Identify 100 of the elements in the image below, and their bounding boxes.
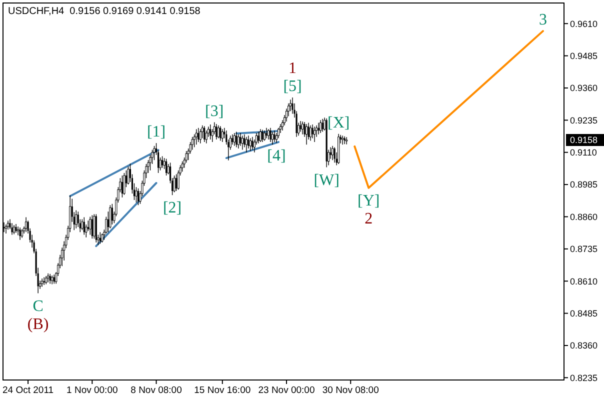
- candlestick: [221, 128, 224, 142]
- candlestick: [236, 131, 238, 148]
- candlestick: [95, 214, 97, 243]
- annotation: [1]: [146, 124, 166, 141]
- candlestick: [314, 126, 316, 142]
- annotation: [3]: [205, 102, 224, 120]
- y-tick-label: 0.9485: [570, 50, 598, 61]
- candlestick: [93, 214, 96, 239]
- candlestick: [210, 124, 212, 140]
- candlestick: [262, 129, 264, 142]
- candlestick: [245, 136, 248, 153]
- candlestick: [161, 156, 164, 168]
- candlestick: [332, 146, 334, 160]
- candlestick: [195, 128, 198, 145]
- x-tick-label: 23 Nov 00:00: [258, 385, 315, 396]
- chart-title: USDCHF,H4 0.9156 0.9169 0.9141 0.9158: [8, 6, 201, 17]
- x-tick-label: 1 Nov 00:00: [66, 385, 118, 396]
- candlestick: [6, 220, 10, 230]
- candlestick: [263, 130, 266, 142]
- candlestick: [101, 233, 104, 243]
- candlestick: [165, 158, 168, 176]
- candlestick: [43, 276, 45, 286]
- candlestick: [240, 132, 242, 146]
- y-tick-label: 0.8735: [570, 244, 598, 254]
- candlestick: [198, 128, 200, 142]
- annotation: [2]: [162, 200, 182, 217]
- candlestick: [258, 131, 260, 144]
- candlestick: [205, 130, 208, 144]
- candlestick: [266, 128, 268, 139]
- candlestick: [111, 204, 113, 225]
- candlestick: [19, 227, 21, 240]
- candlestick: [248, 135, 250, 149]
- annotation: 3: [538, 12, 547, 29]
- candlestick: [310, 124, 312, 142]
- candlestick: [49, 274, 51, 284]
- y-tick-label: 0.9360: [570, 83, 598, 94]
- y-tick-label: 0.8360: [570, 340, 598, 351]
- candlestick: [217, 124, 220, 139]
- candlestick: [109, 204, 112, 229]
- candlestick: [121, 175, 124, 198]
- candlestick: [322, 118, 324, 132]
- annotation: (B): [27, 316, 49, 333]
- candlestick: [199, 128, 202, 144]
- candlestick: [301, 121, 304, 135]
- y-tick-label: 0.9610: [570, 18, 598, 29]
- candlestick: [91, 214, 93, 239]
- candlestick: [270, 128, 272, 142]
- candlestick: [241, 135, 244, 150]
- x-tick-label: 30 Nov 08:00: [322, 385, 379, 396]
- candlestick: [89, 216, 92, 236]
- candlestick: [41, 278, 44, 288]
- candlestick: [249, 138, 252, 152]
- candlestick: [259, 128, 262, 142]
- annotation: [X]: [327, 114, 350, 132]
- x-tick-label: 8 Nov 08:00: [130, 385, 182, 396]
- candlestick: [181, 161, 184, 172]
- candlestick: [220, 126, 222, 142]
- y-tick-label: 0.8235: [570, 372, 598, 383]
- annotation: 1: [288, 60, 297, 78]
- candlestick: [204, 126, 206, 142]
- annotation: C: [32, 298, 44, 315]
- y-tick-label: 0.9235: [570, 115, 598, 126]
- candlestick: [267, 128, 270, 140]
- candlestick: [135, 186, 138, 203]
- x-tick-label: 15 Nov 16:00: [194, 385, 251, 396]
- candlestick: [216, 124, 218, 140]
- annotation: [W]: [314, 172, 340, 189]
- y-tick-label: 0.8860: [570, 212, 598, 222]
- candlestick: [237, 134, 240, 149]
- candlestick: [123, 172, 126, 196]
- candlestick: [83, 216, 85, 236]
- y-tick-label: 0.9110: [570, 148, 597, 158]
- annotation: [5]: [283, 78, 302, 96]
- candlestick: [137, 188, 140, 206]
- candlestick: [277, 128, 280, 139]
- candlestick: [300, 120, 302, 132]
- y-tick-label: 0.8610: [570, 276, 598, 286]
- annotation: [Y]: [358, 192, 380, 210]
- candlestick: [271, 131, 274, 145]
- candlestick: [11, 222, 13, 236]
- candlestick: [292, 97, 294, 114]
- candlestick: [305, 124, 308, 145]
- annotation: [4]: [267, 147, 286, 164]
- x-tick-label: 24 Oct 2011: [2, 385, 54, 396]
- candlestick: [153, 146, 156, 160]
- candlestick: [274, 130, 276, 142]
- candlestick: [176, 174, 178, 192]
- candlestick: [75, 210, 78, 229]
- candlestick: [318, 122, 320, 135]
- candlestick: [47, 273, 50, 283]
- candlestick: [320, 120, 322, 134]
- annotation: 2: [364, 210, 373, 228]
- y-tick-label: 0.8485: [570, 308, 598, 318]
- y-tick-label: 0.8985: [570, 180, 598, 190]
- candlestick: [173, 175, 176, 193]
- candlestick: [233, 132, 236, 146]
- candlestick: [334, 146, 336, 164]
- annotation: 0.9158: [570, 135, 598, 146]
- candlestick: [312, 124, 314, 139]
- candlestick: [191, 136, 194, 150]
